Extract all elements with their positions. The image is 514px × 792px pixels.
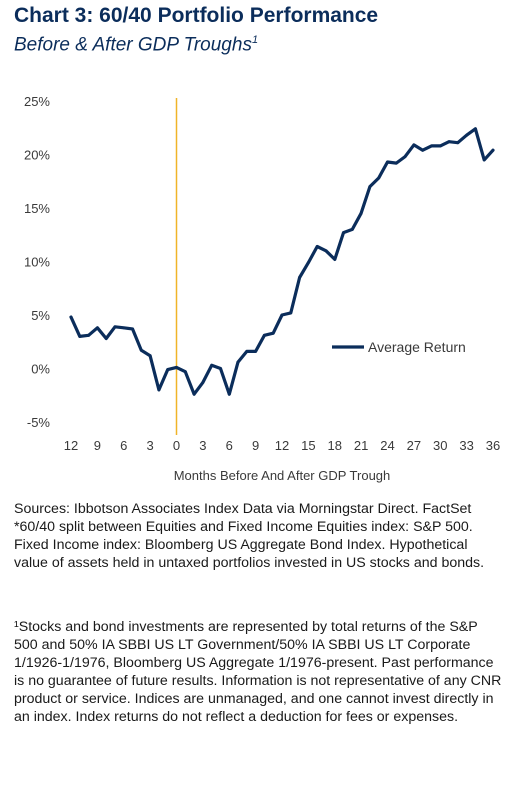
data-point bbox=[342, 231, 345, 235]
data-point bbox=[394, 161, 398, 165]
line-chart: 25%20%15%10%5%0%-5% 12 9 6 3 0 3 6 9 12 15 18 21 24 2… bbox=[24, 94, 500, 483]
sources-note: Sources: Ibbotson Associates Index Data … bbox=[14, 501, 485, 571]
x-tick-label: 21 bbox=[354, 438, 368, 453]
data-point bbox=[482, 158, 486, 162]
data-point bbox=[254, 349, 258, 353]
data-point bbox=[280, 313, 284, 317]
x-tick-label: 24 bbox=[380, 438, 394, 453]
data-point bbox=[350, 228, 354, 231]
data-point bbox=[122, 326, 126, 330]
data-point bbox=[78, 335, 82, 338]
y-tick-label: -5% bbox=[27, 415, 51, 430]
data-point bbox=[324, 249, 328, 253]
y-tick-label: 25% bbox=[24, 94, 50, 109]
chart-title: Chart 3: 60/40 Portfolio Performance bbox=[14, 4, 379, 27]
data-point bbox=[148, 354, 152, 358]
data-point bbox=[131, 327, 134, 331]
data-point bbox=[289, 311, 293, 315]
data-point bbox=[210, 363, 214, 367]
y-tick-label: 15% bbox=[24, 201, 50, 216]
x-tick-label: 6 bbox=[120, 438, 127, 453]
data-point bbox=[333, 257, 337, 261]
y-tick-label: 0% bbox=[31, 362, 50, 377]
x-tick-label: 3 bbox=[199, 438, 206, 453]
y-tick-label: 10% bbox=[24, 255, 50, 270]
data-point bbox=[113, 325, 117, 329]
data-point bbox=[359, 211, 363, 215]
data-point bbox=[386, 160, 389, 164]
x-tick-label: 30 bbox=[433, 438, 447, 453]
data-point bbox=[263, 333, 266, 337]
data-point bbox=[139, 348, 143, 352]
data-point bbox=[403, 155, 407, 159]
x-tick-label: 15 bbox=[301, 438, 315, 453]
y-tick-label: 20% bbox=[24, 148, 50, 163]
data-point bbox=[306, 261, 310, 264]
data-point bbox=[412, 143, 416, 147]
data-point bbox=[236, 360, 240, 364]
data-point bbox=[175, 366, 178, 369]
x-tick-label: 12 bbox=[64, 438, 78, 453]
x-tick-label: 0 bbox=[173, 438, 180, 453]
footnote: ¹Stocks and bond investments are represe… bbox=[14, 619, 502, 725]
subtitle-text: Before & After GDP Troughs bbox=[14, 34, 252, 56]
x-tick-label: 9 bbox=[94, 438, 101, 453]
x-tick-label: 9 bbox=[252, 438, 259, 453]
data-point bbox=[368, 185, 372, 188]
data-point bbox=[201, 381, 205, 384]
data-point bbox=[87, 333, 90, 337]
data-point bbox=[456, 141, 460, 145]
x-tick-label: 6 bbox=[226, 438, 233, 453]
data-point bbox=[219, 367, 222, 370]
data-point bbox=[245, 349, 249, 353]
data-point bbox=[69, 315, 73, 319]
y-axis: 25% 20% 15% 10% 5% 0% -5% bbox=[24, 94, 50, 430]
data-point bbox=[157, 388, 161, 392]
legend: Average Return bbox=[332, 339, 466, 355]
data-point bbox=[271, 331, 275, 335]
data-point bbox=[421, 148, 425, 152]
x-axis: 12 9 6 3 0 3 6 9 12 15 18 21 24 27 30 33 36 bbox=[64, 438, 500, 453]
x-tick-label: 36 bbox=[486, 438, 500, 453]
data-point bbox=[438, 144, 442, 148]
x-tick-label: 18 bbox=[328, 438, 342, 453]
x-tick-label: 27 bbox=[407, 438, 421, 453]
data-point bbox=[227, 392, 231, 396]
x-tick-label: 3 bbox=[147, 438, 154, 453]
chart-subtitle: Before & After GDP Troughs1 bbox=[14, 34, 258, 56]
data-point bbox=[315, 245, 319, 248]
data-point bbox=[465, 133, 469, 137]
data-point bbox=[166, 368, 170, 371]
data-point bbox=[192, 392, 196, 396]
data-point bbox=[474, 127, 477, 131]
data-point bbox=[430, 144, 433, 148]
x-tick-label: 12 bbox=[275, 438, 289, 453]
x-axis-label: Months Before And After GDP Trough bbox=[174, 468, 391, 483]
series-layer bbox=[69, 127, 495, 396]
data-point bbox=[377, 176, 381, 180]
footnote-marker: 1 bbox=[251, 34, 259, 46]
data-point bbox=[95, 326, 99, 330]
data-point bbox=[104, 337, 108, 340]
x-tick-label: 33 bbox=[459, 438, 473, 453]
data-point bbox=[447, 140, 451, 144]
legend-label: Average Return bbox=[368, 339, 466, 355]
y-tick-label: 5% bbox=[31, 308, 50, 323]
data-point bbox=[183, 370, 187, 374]
data-point bbox=[298, 276, 301, 279]
data-point bbox=[491, 148, 495, 152]
